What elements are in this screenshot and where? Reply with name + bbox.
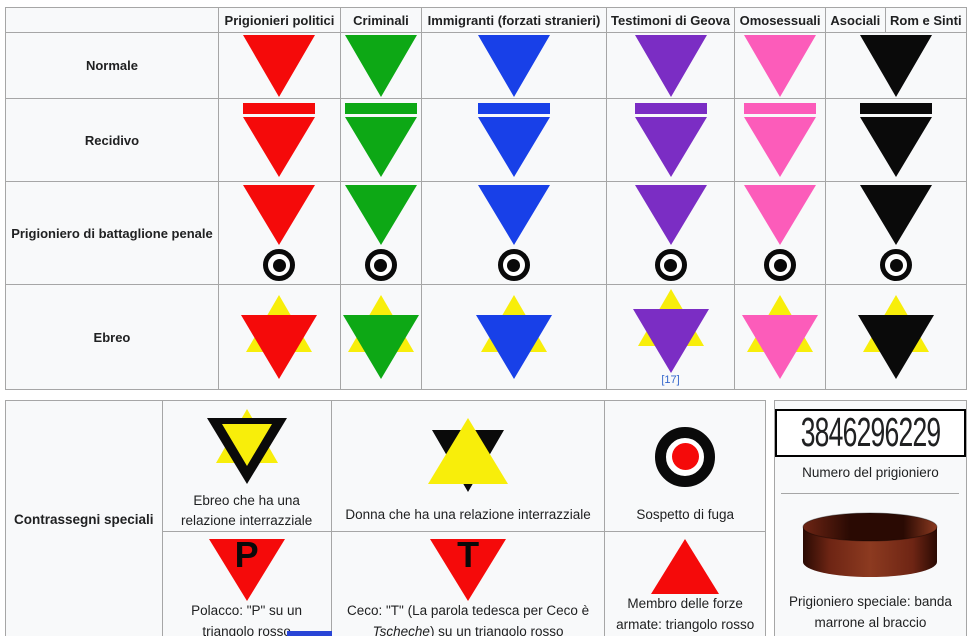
bullseye-icon <box>263 249 296 281</box>
prisoner-number: 3846296229 <box>800 409 941 456</box>
triangle-circle-black-penal <box>828 185 964 281</box>
letter-t: T <box>457 534 480 576</box>
jew-interracial-caption: Ebreo che ha una relazione interrazziale <box>180 492 313 529</box>
special-row-2: P Polacco: "P" su un triangolo rosso T C… <box>6 530 766 636</box>
cropped-element-bottom <box>287 631 332 636</box>
prisoner-number-caption: Numero del prigioniero <box>802 465 939 480</box>
col-header-political: Prigionieri politici <box>217 7 341 33</box>
star-green-jewish <box>342 295 419 379</box>
armed-forces-caption: Membro delle forze armate: triangolo ros… <box>616 596 755 632</box>
bullseye-icon <box>764 249 797 281</box>
col-header-criminals: Criminali <box>339 7 422 33</box>
row-recidivo: Recidivo <box>5 98 967 182</box>
bar-triangle-pink-recidivo <box>737 103 823 177</box>
triangle-circle-pink-penal <box>737 185 823 281</box>
triangle-purple-normale <box>609 34 732 97</box>
badge-table: Prigionieri politici Criminali Immigrant… <box>5 7 967 390</box>
triangle-black-normale <box>828 34 964 97</box>
woman-interracial-caption: Donna che ha una relazione interrazziale <box>345 506 591 522</box>
row-header-normale: Normale <box>5 32 219 99</box>
triangle-green-normale <box>343 34 419 97</box>
pole-caption: Polacco: "P" su un triangolo rosso <box>191 603 303 636</box>
row-header-penal-battalion: Prigioniero di battaglione penale <box>5 181 219 285</box>
special-table-title: Contrassegni speciali <box>5 400 163 636</box>
special-badges-section: Contrassegni speciali Ebreo che ha una r… <box>5 400 967 636</box>
corner-cell <box>5 7 219 33</box>
escape-suspect-badge <box>655 407 716 505</box>
star-blue-jewish <box>424 295 604 379</box>
brown-armband-icon <box>802 512 938 578</box>
prisoner-number-box: 3846296229 <box>774 409 966 457</box>
footnote-17-link[interactable]: [17] <box>661 373 680 386</box>
czech-italic-word: Tscheche <box>372 623 430 636</box>
czech-t-badge: T <box>430 534 507 602</box>
badge-table-header-row: Prigionieri politici Criminali Immigrant… <box>5 7 967 33</box>
escape-suspect-caption: Sospetto di fuga <box>636 506 734 522</box>
star-pink-jewish <box>737 295 823 379</box>
triangle-pink-normale <box>737 34 823 97</box>
bar-triangle-red-recidivo <box>221 103 338 177</box>
special-badges-table: Contrassegni speciali Ebreo che ha una r… <box>5 400 766 636</box>
bar-triangle-green-recidivo <box>343 103 419 177</box>
bar-triangle-black-recidivo <box>828 103 964 177</box>
row-header-recidivo: Recidivo <box>5 98 219 182</box>
row-header-ebreo: Ebreo <box>5 284 219 390</box>
bullseye-icon <box>880 249 913 281</box>
jew-interracial-badge <box>206 407 287 491</box>
bullseye-icon <box>364 249 397 281</box>
row-normale: Normale <box>5 32 967 99</box>
bar-triangle-purple-recidivo <box>609 103 732 177</box>
star-black-jewish <box>828 295 964 379</box>
col-header-immigrants: Immigranti (forzati stranieri) <box>420 7 607 33</box>
armband-caption: Prigioniero speciale: banda marrone al b… <box>789 594 952 630</box>
woman-interracial-badge <box>428 407 509 505</box>
bullseye-icon <box>497 249 530 281</box>
col-header-asocial: Asociali <box>825 7 886 33</box>
col-header-jehovah: Testimoni di Geova <box>605 7 736 33</box>
row-ebreo: Ebreo [17] <box>5 284 967 390</box>
bullseye-icon <box>654 249 687 281</box>
panel-divider <box>781 493 960 495</box>
special-row-1: Contrassegni speciali Ebreo che ha una r… <box>5 400 766 636</box>
star-red-jewish <box>221 295 338 379</box>
col-header-roma: Rom e Sinti <box>884 7 967 33</box>
star-purple-jewish: [17] <box>609 288 732 386</box>
bar-triangle-blue-recidivo <box>424 103 604 177</box>
triangle-circle-red-penal <box>221 185 338 281</box>
armed-forces-badge <box>651 537 720 595</box>
pole-p-badge: P <box>208 534 285 602</box>
row-penal-battalion: Prigioniero di battaglione penale <box>5 181 967 285</box>
triangle-circle-green-penal <box>343 185 419 281</box>
triangle-circle-purple-penal <box>609 185 732 281</box>
triangle-circle-blue-penal <box>424 185 604 281</box>
triangle-red-normale <box>221 34 338 97</box>
letter-p: P <box>234 534 259 576</box>
prisoner-id-panel: 3846296229 Numero del prigioniero <box>773 400 967 636</box>
triangle-blue-normale <box>424 34 604 97</box>
czech-caption: Ceco: "T" (La parola tedesca per Ceco è … <box>339 601 598 636</box>
col-header-homosexuals: Omosessuali <box>734 7 827 33</box>
